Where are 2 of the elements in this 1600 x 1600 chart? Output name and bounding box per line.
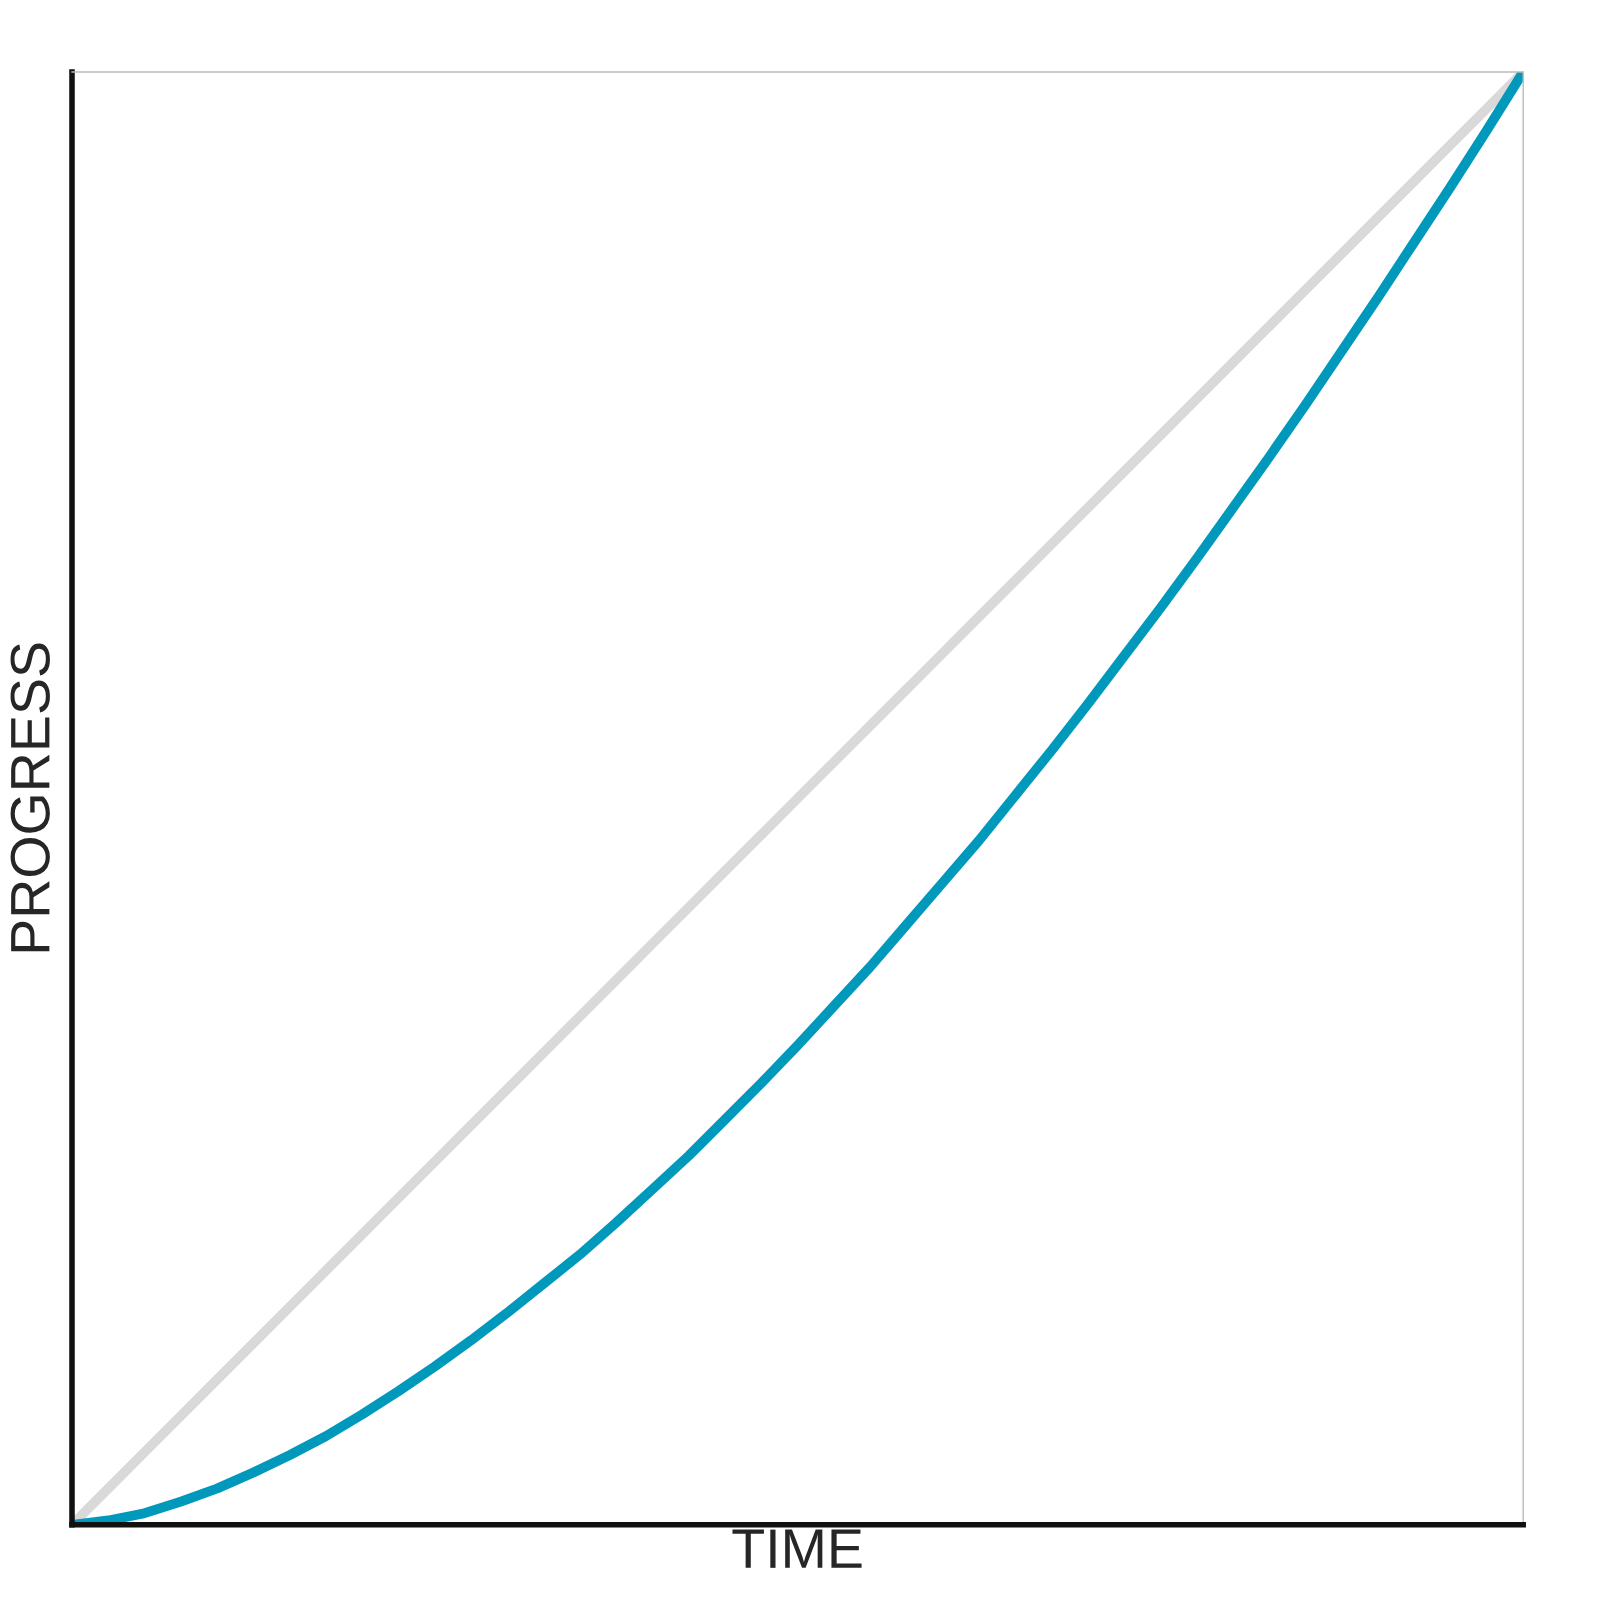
y-axis-title: PROGRESS [10,643,50,952]
x-axis-title: TIME [732,1529,862,1568]
